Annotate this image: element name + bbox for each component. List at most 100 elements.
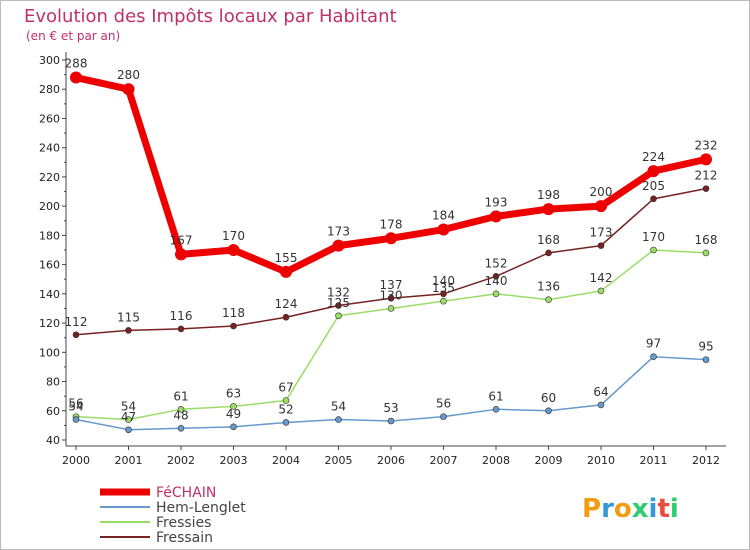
- data-point: [387, 305, 395, 312]
- data-label: 137: [380, 278, 403, 292]
- data-label: 97: [646, 337, 661, 351]
- logo-letter: o: [614, 494, 632, 524]
- data-label: 212: [695, 169, 718, 183]
- data-point: [385, 232, 397, 245]
- x-tick-label: 2005: [325, 454, 353, 467]
- x-tick-label: 2008: [482, 454, 510, 467]
- data-point: [387, 294, 395, 302]
- data-point: [597, 242, 605, 249]
- data-label: 64: [593, 385, 608, 399]
- data-label: 135: [432, 281, 455, 295]
- series-f-chain: 288 280 167 170 155 173 178 184 193 198 200 224 232: [65, 57, 718, 278]
- data-point: [125, 426, 132, 434]
- data-point: [122, 83, 135, 96]
- y-tick-label: 60: [46, 405, 60, 418]
- proxiti-logo: Proxiti: [582, 494, 679, 524]
- logo-letter: t: [657, 494, 669, 524]
- data-label: 67: [278, 381, 293, 395]
- data-label: 184: [432, 209, 455, 223]
- data-label: 130: [380, 288, 403, 302]
- data-label: 54: [331, 400, 346, 414]
- data-label: 118: [222, 306, 245, 320]
- data-point: [700, 153, 712, 166]
- data-point: [230, 423, 237, 431]
- data-label: 54: [121, 400, 136, 414]
- data-point: [70, 71, 82, 84]
- data-point: [72, 416, 80, 423]
- x-tick-label: 2007: [430, 454, 458, 467]
- y-tick-label: 80: [46, 376, 60, 389]
- data-point: [650, 195, 657, 203]
- data-label: 56: [68, 397, 83, 411]
- data-point: [545, 249, 552, 257]
- x-tick-label: 2000: [62, 454, 90, 467]
- data-label: 155: [275, 251, 298, 265]
- data-point: [647, 165, 660, 178]
- data-point: [72, 331, 80, 339]
- data-point: [280, 265, 292, 278]
- y-tick-label: 120: [39, 317, 60, 330]
- y-tick-label: 100: [39, 346, 60, 359]
- data-label: 288: [65, 57, 88, 71]
- y-tick-label: 160: [39, 259, 60, 272]
- logo-letter: P: [582, 494, 601, 524]
- data-label: 167: [170, 233, 193, 247]
- logo-letter: i: [670, 494, 679, 524]
- chart-title: Evolution des Impôts locaux par Habitant: [24, 6, 397, 27]
- data-point: [492, 406, 500, 413]
- data-label: 115: [117, 310, 140, 324]
- data-point: [597, 287, 605, 295]
- data-label: 198: [537, 188, 560, 202]
- data-point: [492, 290, 500, 298]
- data-label: 60: [541, 391, 556, 405]
- data-label: 140: [432, 274, 455, 288]
- y-tick-label: 40: [46, 434, 60, 447]
- data-label: 232: [695, 138, 718, 152]
- data-label: 200: [590, 185, 613, 199]
- x-tick-label: 2012: [692, 454, 720, 467]
- data-point: [702, 356, 710, 363]
- y-tick-label: 140: [39, 288, 60, 301]
- y-tick-label: 220: [39, 171, 60, 184]
- data-label: 52: [278, 402, 293, 416]
- data-label: 152: [485, 256, 508, 270]
- data-label: 49: [226, 407, 241, 421]
- data-point: [437, 223, 450, 236]
- data-label: 53: [383, 401, 398, 415]
- data-point: [545, 407, 552, 415]
- data-label: 280: [117, 68, 140, 82]
- data-point: [440, 297, 447, 305]
- data-label: 56: [436, 397, 451, 411]
- data-point: [702, 249, 710, 257]
- data-label: 168: [695, 233, 718, 247]
- logo-letter: r: [601, 494, 614, 524]
- y-tick-label: 240: [39, 142, 60, 155]
- data-point: [650, 246, 657, 254]
- data-label: 48: [173, 408, 188, 422]
- data-label: 224: [642, 150, 665, 164]
- data-label: 124: [275, 297, 298, 311]
- data-label: 170: [642, 230, 665, 244]
- data-point: [702, 185, 710, 192]
- data-point: [335, 312, 342, 320]
- data-point: [177, 406, 185, 413]
- data-label: 54: [68, 400, 83, 414]
- data-label: 168: [537, 233, 560, 247]
- logo-letter: x: [632, 494, 649, 524]
- data-point: [542, 203, 555, 216]
- legend-label: Hem-Lenglet: [156, 500, 246, 516]
- plot-area: 40 60 80 100 120 140 160 180 200 220 240 260 280 300 2…: [39, 52, 726, 467]
- data-point: [440, 413, 447, 420]
- data-label: 95: [698, 340, 713, 354]
- data-point: [335, 302, 342, 309]
- data-point: [230, 322, 237, 330]
- data-point: [227, 244, 240, 256]
- x-tick-label: 2006: [377, 454, 405, 467]
- data-label: 116: [170, 309, 193, 323]
- data-point: [335, 416, 342, 423]
- data-point: [175, 248, 187, 261]
- legend-label: FéCHAIN: [156, 485, 216, 501]
- legend-label: Fressies: [156, 515, 211, 531]
